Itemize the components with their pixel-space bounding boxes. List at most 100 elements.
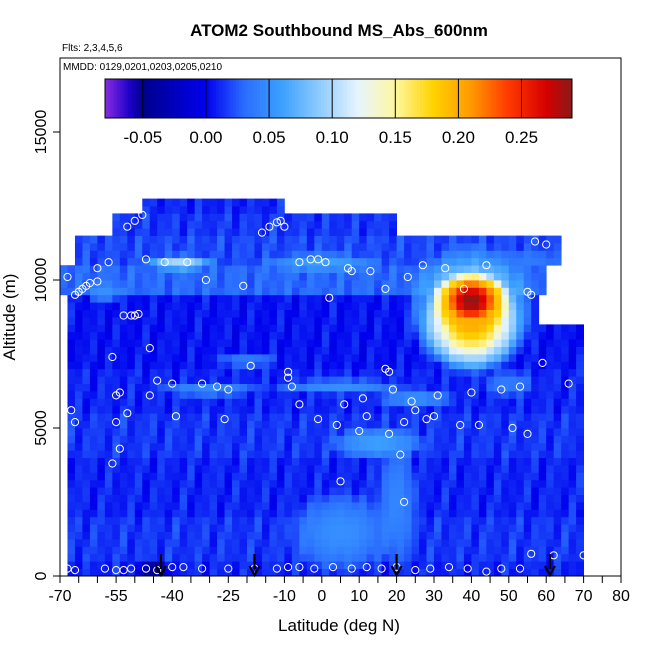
heat-cell [172, 376, 181, 384]
heat-cell [456, 324, 465, 333]
heat-cell [194, 487, 203, 495]
heat-cell [478, 494, 487, 503]
heat-cell [60, 265, 68, 273]
heat-cell [224, 280, 233, 288]
colorbar-segment [169, 79, 173, 118]
heat-cell [493, 272, 502, 281]
heat-cell [404, 354, 412, 362]
heat-cell [254, 494, 263, 503]
heat-cell [82, 324, 91, 333]
heat-cell [306, 250, 315, 259]
heat-cell [247, 539, 255, 547]
heat-cell [202, 553, 210, 562]
heat-cell [217, 265, 225, 273]
sample-point [239, 281, 248, 290]
heat-cell [493, 539, 502, 547]
heat-cell [538, 398, 547, 407]
heat-cell [366, 228, 375, 236]
heat-cell [202, 368, 210, 377]
heat-cell [209, 243, 218, 251]
heat-cell [164, 516, 173, 525]
heat-cell [202, 502, 210, 510]
heat-cell [97, 428, 106, 436]
heat-cell [366, 272, 375, 281]
heat-cell [351, 435, 360, 444]
heat-cell [149, 502, 158, 510]
heat-cell [276, 346, 285, 355]
heat-cell [441, 539, 450, 547]
heat-cell [247, 531, 255, 540]
heat-cell [306, 339, 315, 347]
heat-cell [89, 502, 98, 510]
heat-cell [209, 450, 218, 458]
heat-cell [239, 561, 248, 569]
heat-cell [508, 250, 517, 259]
heat-cell [516, 280, 525, 288]
heat-cell [172, 457, 181, 466]
heat-cell [239, 309, 248, 318]
heat-cell [112, 553, 121, 562]
heat-cell [179, 213, 188, 222]
heat-cell [194, 502, 203, 510]
heat-cell [299, 280, 308, 288]
heat-cell [112, 368, 121, 377]
heat-cell [269, 479, 278, 488]
heat-cell [396, 457, 405, 466]
heat-cell [194, 265, 203, 273]
heat-cell [374, 391, 383, 399]
heat-cell [276, 198, 285, 207]
heat-cell [344, 250, 353, 259]
heat-cell [478, 502, 487, 510]
heat-cell [269, 561, 278, 569]
heat-cell [493, 294, 502, 303]
heat-cell [366, 457, 375, 466]
heat-cell [247, 280, 255, 288]
heat-cell [366, 539, 375, 547]
heat-cell [112, 568, 121, 576]
heat-cell [366, 250, 375, 259]
heat-cell [179, 413, 188, 421]
heat-cell [553, 398, 562, 407]
heat-cell [164, 531, 173, 540]
colorbar-segment [215, 79, 220, 118]
heat-cell [336, 391, 345, 399]
heat-cell [254, 502, 263, 510]
heat-cell [396, 479, 405, 488]
heat-cell [67, 324, 76, 333]
heat-cell [112, 280, 121, 288]
heat-cell [119, 339, 128, 347]
heat-cell [299, 472, 308, 481]
heat-cell [89, 465, 98, 473]
heat-cell [359, 250, 368, 259]
heat-cell [119, 376, 128, 384]
heat-cell [261, 546, 270, 555]
sample-point [542, 240, 551, 249]
heat-cell [336, 524, 345, 532]
heat-cell [67, 487, 76, 495]
heat-cell [157, 509, 166, 518]
heat-cell [568, 398, 577, 407]
heat-cell [508, 361, 517, 370]
heat-cell [149, 287, 158, 296]
heat-cell [291, 531, 300, 540]
heat-cell [276, 398, 285, 407]
heat-cell [329, 450, 338, 458]
heat-cell [374, 220, 383, 229]
heat-cell [366, 487, 375, 495]
heat-cell [149, 405, 158, 414]
heat-cell [329, 354, 338, 362]
heat-cell [82, 494, 91, 503]
heat-cell [202, 213, 210, 222]
heat-cell [172, 220, 181, 229]
heat-cell [306, 553, 315, 562]
heat-cell [299, 457, 308, 466]
heat-cell [119, 368, 128, 377]
heat-cell [456, 420, 465, 429]
heat-cell [269, 383, 278, 392]
heat-cell [359, 280, 368, 288]
heat-cell [142, 280, 151, 288]
heat-cell [411, 450, 420, 458]
heat-cell [67, 479, 76, 488]
heat-cell [426, 383, 435, 392]
heat-cell [291, 428, 300, 436]
